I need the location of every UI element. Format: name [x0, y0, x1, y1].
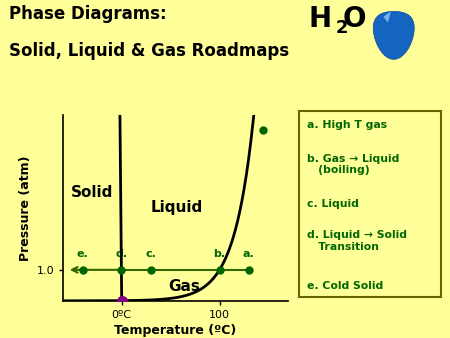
- X-axis label: Temperature (ºC): Temperature (ºC): [114, 324, 237, 337]
- Text: c.: c.: [146, 249, 157, 259]
- Text: b. Gas → Liquid
   (boiling): b. Gas → Liquid (boiling): [307, 154, 399, 175]
- Text: 2: 2: [335, 19, 348, 37]
- Text: Gas: Gas: [168, 280, 200, 294]
- Text: e.: e.: [76, 249, 89, 259]
- Polygon shape: [374, 11, 414, 59]
- Text: O: O: [343, 5, 366, 33]
- Polygon shape: [383, 11, 391, 23]
- Text: H: H: [308, 5, 331, 33]
- Text: Liquid: Liquid: [150, 200, 202, 215]
- Text: c. Liquid: c. Liquid: [307, 199, 359, 209]
- Text: Solid: Solid: [71, 185, 113, 200]
- Text: Phase Diagrams:: Phase Diagrams:: [9, 5, 166, 23]
- FancyBboxPatch shape: [299, 111, 441, 297]
- Text: a. High T gas: a. High T gas: [307, 120, 387, 130]
- Text: a.: a.: [243, 249, 255, 259]
- Text: d.: d.: [115, 249, 127, 259]
- Text: Solid, Liquid & Gas Roadmaps: Solid, Liquid & Gas Roadmaps: [9, 42, 289, 60]
- Text: b.: b.: [213, 249, 225, 259]
- Y-axis label: Pressure (atm): Pressure (atm): [19, 155, 32, 261]
- Text: d. Liquid → Solid
   Transition: d. Liquid → Solid Transition: [307, 230, 407, 252]
- Text: e. Cold Solid: e. Cold Solid: [307, 281, 383, 291]
